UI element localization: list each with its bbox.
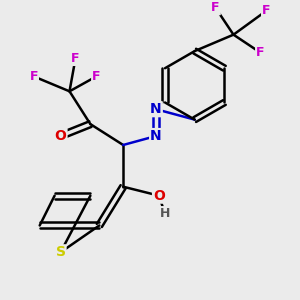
Text: F: F [256, 46, 265, 59]
Text: O: O [153, 189, 165, 203]
Text: H: H [160, 207, 170, 220]
Text: F: F [262, 4, 271, 17]
Text: N: N [150, 102, 162, 116]
Text: F: F [71, 52, 80, 65]
Text: F: F [29, 70, 38, 83]
Text: F: F [92, 70, 100, 83]
Text: N: N [150, 129, 162, 143]
Text: S: S [56, 245, 66, 259]
Text: F: F [211, 1, 220, 14]
Text: O: O [55, 129, 67, 143]
